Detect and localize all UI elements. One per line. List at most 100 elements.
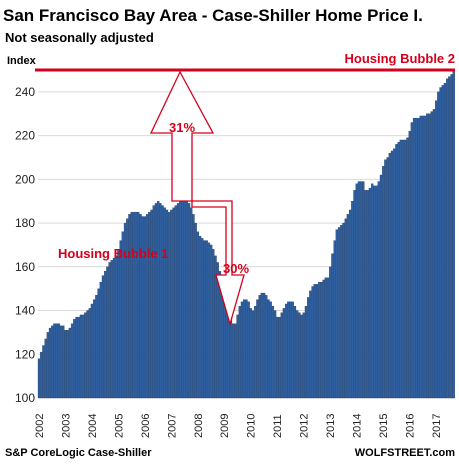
x-tick-labels: 2002 2003 2004 2005 2006 2007 2008 2009 2010 2011…: [34, 414, 443, 438]
bar: [307, 297, 310, 399]
bar: [249, 308, 252, 399]
bar: [428, 113, 431, 399]
bar: [106, 266, 109, 399]
bar: [190, 207, 193, 399]
bar: [287, 301, 290, 399]
x-tick-label: 2013: [325, 414, 337, 438]
bar: [156, 201, 160, 399]
bar: [79, 314, 83, 399]
bar: [353, 190, 356, 399]
bar: [335, 229, 339, 399]
bar: [430, 111, 433, 399]
bar: [148, 211, 151, 399]
bar: [198, 236, 202, 399]
bar: [377, 181, 380, 399]
bar: [207, 242, 211, 399]
bar: [90, 303, 94, 399]
bar: [218, 271, 222, 399]
bar: [42, 345, 45, 399]
y-tick-label: 220: [15, 129, 35, 143]
x-tick-label: 2005: [113, 414, 125, 438]
bar: [271, 306, 275, 399]
bar: [452, 69, 455, 399]
x-tick-label: 2010: [246, 414, 258, 438]
bar: [265, 295, 268, 399]
bar: [258, 295, 261, 399]
bar: [320, 281, 323, 399]
bar: [298, 312, 301, 399]
bar: [66, 330, 69, 399]
bar: [62, 325, 65, 399]
bar: [284, 303, 288, 399]
bar: [375, 185, 378, 399]
x-tick-label: 2012: [299, 414, 311, 438]
bar: [254, 306, 257, 399]
bar: [443, 82, 447, 399]
bar: [46, 332, 50, 399]
pct-30-label: 30%: [223, 261, 249, 276]
x-tick-label: 2014: [352, 414, 364, 438]
y-tick-label: 100: [15, 391, 35, 405]
bar: [304, 306, 308, 399]
bar: [119, 240, 122, 399]
y-tick-label: 180: [15, 216, 35, 230]
bar: [137, 211, 140, 399]
bar: [172, 207, 175, 399]
bar: [278, 316, 281, 399]
bar: [238, 306, 241, 399]
bar-series: [37, 69, 455, 399]
bar: [68, 327, 72, 399]
bar: [179, 201, 182, 399]
bar: [269, 301, 272, 399]
bar: [291, 301, 294, 399]
bar: [450, 74, 453, 399]
bar: [342, 222, 345, 399]
x-tick-label: 2015: [378, 414, 390, 438]
y-tick-label: 200: [15, 172, 35, 186]
bar: [176, 203, 180, 399]
bar: [426, 113, 429, 399]
bar: [251, 310, 255, 399]
bar: [401, 139, 405, 399]
bar: [209, 244, 213, 399]
bar: [386, 157, 389, 399]
bar: [236, 314, 239, 399]
bar: [390, 150, 394, 399]
bar: [437, 91, 440, 399]
bar: [289, 301, 292, 399]
bar: [282, 308, 286, 399]
bar: [161, 205, 164, 399]
bar: [212, 249, 215, 399]
bar: [362, 181, 365, 399]
bar: [163, 207, 166, 399]
bar: [346, 214, 350, 399]
bar: [48, 327, 52, 399]
x-tick-label: 2002: [34, 414, 46, 438]
bar: [439, 87, 442, 399]
bar: [64, 330, 67, 399]
bar: [243, 299, 246, 399]
bar: [174, 205, 177, 399]
bar: [88, 308, 91, 399]
bar: [337, 227, 341, 399]
bar: [245, 299, 248, 399]
bar: [108, 262, 111, 399]
x-tick-label: 2004: [87, 414, 99, 438]
bar: [322, 279, 325, 399]
bar: [364, 190, 367, 399]
bar: [123, 222, 127, 399]
bar: [311, 286, 314, 399]
bar: [340, 225, 343, 399]
bar: [185, 201, 189, 399]
bar: [366, 190, 369, 399]
bar: [145, 214, 149, 399]
bar: [280, 312, 283, 399]
bar: [273, 310, 277, 399]
bar: [115, 255, 118, 399]
bar: [329, 266, 332, 399]
brand-label: WOLFSTREET.com: [355, 447, 455, 459]
down-arrow-30: [191, 200, 245, 327]
bar: [410, 122, 414, 399]
x-tick-label: 2009: [219, 414, 231, 438]
